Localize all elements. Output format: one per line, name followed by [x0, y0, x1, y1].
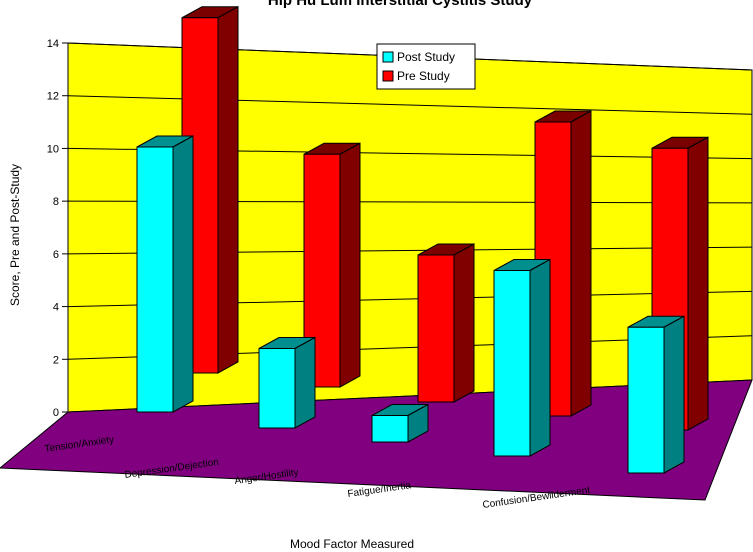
bar-post-study [136, 146, 174, 413]
y-tick-label: 8 [53, 196, 59, 208]
legend-swatch-pre-study [382, 70, 394, 82]
bar-post-study [627, 326, 665, 474]
bar-pre-study-side [453, 243, 475, 403]
bar-pre-study-side [217, 5, 239, 374]
bar-pre-study [417, 254, 455, 403]
legend-swatch-post-study [382, 51, 394, 63]
legend: Post Study Pre Study [376, 43, 476, 90]
y-tick-label: 10 [47, 143, 59, 155]
bar-pre-study-side [687, 136, 709, 431]
bar-post-study-side [529, 258, 551, 457]
y-tick-label: 0 [53, 407, 59, 419]
y-tick-label: 4 [53, 302, 59, 314]
bar-post-study-side [172, 135, 194, 413]
y-tick-label: 6 [53, 249, 59, 261]
y-tick-label: 2 [53, 354, 59, 366]
bar-post-study [258, 348, 296, 429]
x-axis-title: Mood Factor Measured [290, 537, 414, 551]
bar-post-study-side [663, 315, 685, 474]
y-axis-title: Score, Pre and Post-Study [8, 164, 22, 306]
y-tick-label: 12 [47, 91, 59, 103]
bar-pre-study-side [339, 142, 361, 388]
bar-post-study-side [294, 336, 316, 429]
legend-label-pre-study: Pre Study [397, 69, 450, 83]
bar-post-study [371, 415, 409, 443]
bar-post-study [493, 270, 531, 457]
bar-pre-study-side [570, 110, 592, 417]
y-tick-label: 14 [47, 38, 59, 50]
chart-title: Hip Hu Lum Interstitial Cystitis Study [268, 0, 533, 9]
plot-area: 02468101214Tension/AnxietyDepression/Dej… [0, 5, 753, 511]
legend-label-post-study: Post Study [397, 50, 455, 64]
